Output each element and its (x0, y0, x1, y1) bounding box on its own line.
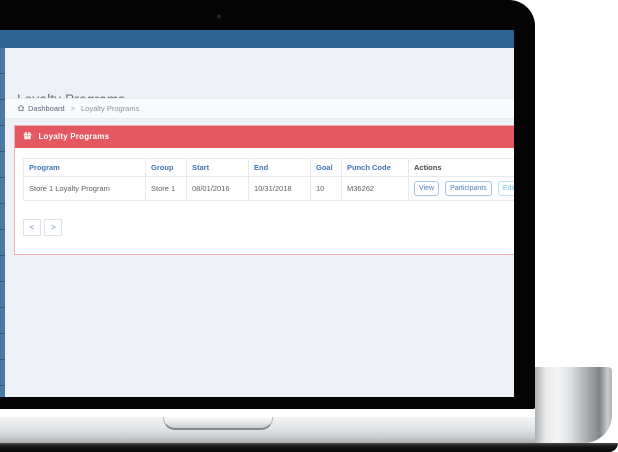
top-navbar (0, 30, 514, 48)
cell-actions: View Participants Edit (408, 175, 514, 202)
participants-button[interactable]: Participants (445, 181, 492, 197)
panel-body: Program Group Start End Goal Punch Code … (15, 148, 514, 254)
column-header-end[interactable]: End (248, 158, 311, 177)
cell-program: Store 1 Loyalty Program (23, 175, 146, 202)
webcam-icon (216, 14, 222, 20)
column-header-program[interactable]: Program (23, 158, 146, 177)
pagination: < > (23, 217, 514, 237)
table-row: Store 1 Loyalty Program Store 1 08/01/20… (23, 175, 514, 202)
loyalty-programs-panel: Loyalty Programs Program Group Start End… (14, 125, 514, 256)
table-header-row: Program Group Start End Goal Punch Code … (23, 158, 514, 177)
breadcrumb-item-current: Loyalty Programs (80, 104, 140, 113)
laptop-base (0, 417, 560, 443)
laptop-screen: Loyalty Programs Dashboard > Loyalty Pro… (0, 30, 514, 397)
cell-end: 10/31/2018 (248, 175, 311, 202)
panel-header: Loyalty Programs (15, 126, 514, 148)
gift-icon (23, 127, 32, 149)
breadcrumb: Dashboard > Loyalty Programs (5, 98, 514, 119)
view-button[interactable]: View (414, 181, 440, 197)
column-header-start[interactable]: Start (186, 158, 249, 177)
cell-start: 08/01/2016 (186, 175, 249, 202)
column-header-actions: Actions (408, 158, 514, 177)
edit-button[interactable]: Edit (497, 181, 514, 197)
laptop-lid-notch (163, 417, 273, 430)
cell-group: Store 1 (145, 175, 187, 202)
breadcrumb-item-dashboard[interactable]: Dashboard (17, 104, 65, 113)
home-icon (17, 100, 25, 119)
sidebar-edge (0, 48, 5, 397)
pagination-next-button[interactable]: > (44, 219, 63, 237)
pagination-prev-button[interactable]: < (23, 219, 41, 237)
cell-goal: 10 (310, 175, 342, 202)
column-header-group[interactable]: Group (145, 158, 187, 177)
laptop-base-right-edge (535, 367, 612, 443)
cell-punch-code: M36262 (341, 175, 409, 202)
column-header-punch-code[interactable]: Punch Code (341, 158, 409, 177)
loyalty-programs-table: Program Group Start End Goal Punch Code … (23, 158, 514, 202)
panel-title: Loyalty Programs (38, 132, 110, 141)
breadcrumb-separator: > (70, 106, 75, 113)
laptop-base-shadow (0, 443, 618, 452)
column-header-goal[interactable]: Goal (310, 158, 342, 177)
